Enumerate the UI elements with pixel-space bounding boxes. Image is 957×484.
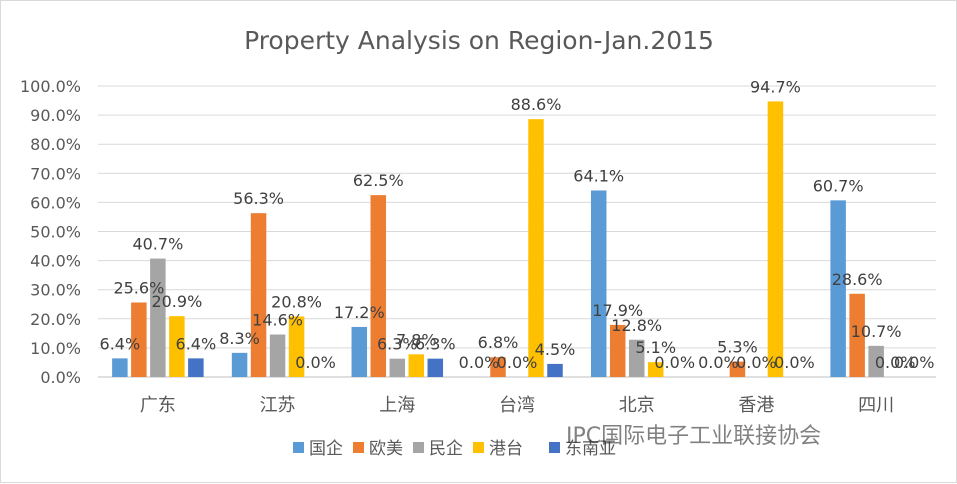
data-label: 40.7%: [132, 235, 183, 254]
bar: [547, 363, 563, 377]
legend-label: 东南亚: [565, 439, 616, 459]
data-label: 0.0%: [736, 353, 777, 372]
legend-swatch: [473, 442, 484, 453]
bar: [490, 357, 506, 377]
data-label: 17.9%: [592, 301, 643, 320]
gridlines: [98, 85, 936, 378]
x-tick-label: 台湾: [499, 395, 535, 416]
data-label: 0.0%: [774, 353, 815, 372]
data-label: 0.0%: [698, 353, 739, 372]
y-tick-label: 40.0%: [30, 252, 81, 271]
data-label: 25.6%: [113, 279, 164, 298]
bar: [647, 362, 664, 377]
x-axis-categories: 广东 江苏 上海 台湾 北京 香港 四川: [140, 395, 894, 416]
data-label: 0.0%: [497, 353, 538, 372]
y-tick-label: 10.0%: [30, 339, 81, 358]
legend-swatch: [353, 442, 364, 453]
y-axis-ticks: 0.0% 10.0% 20.0% 30.0% 40.0% 50.0% 60.0% 70.0% 8…: [20, 77, 81, 387]
y-tick-label: 20.0%: [30, 310, 81, 329]
bar: [131, 302, 147, 377]
data-label: 0.0%: [894, 353, 935, 372]
data-label: 94.7%: [750, 77, 801, 96]
bar: [609, 324, 626, 377]
bar: [849, 293, 865, 377]
data-label: 6.4%: [100, 334, 141, 353]
data-label: 6.8%: [478, 333, 519, 352]
data-label: 0.0%: [459, 353, 500, 372]
y-tick-label: 0.0%: [40, 368, 81, 387]
legend-label: 民企: [429, 439, 463, 459]
data-label: 7.8%: [396, 330, 437, 349]
watermark-text: IPC国际电子工业联接协会: [566, 424, 821, 449]
legend-swatch: [413, 442, 424, 453]
bar: [389, 358, 406, 377]
bar: [830, 200, 846, 377]
bar: [767, 101, 784, 377]
data-label: 56.3%: [233, 189, 284, 208]
legend-label: 港台: [489, 439, 523, 459]
data-label: 0.0%: [654, 353, 695, 372]
bar: [868, 345, 884, 377]
data-labels: 6.4%25.6%40.7%20.9%6.4% 8.3%56.3%14.6%20.…: [100, 77, 935, 372]
legend-swatch: [549, 442, 560, 453]
data-label: 20.9%: [151, 292, 202, 311]
bar: [351, 326, 368, 377]
data-label: 17.2%: [334, 303, 385, 322]
data-label: 5.1%: [635, 338, 676, 357]
data-label: 12.8%: [611, 316, 662, 335]
bar: [528, 119, 544, 377]
y-tick-label: 100.0%: [20, 77, 81, 96]
data-label: 4.5%: [535, 340, 576, 359]
bar: [590, 190, 607, 377]
x-tick-label: 北京: [619, 395, 655, 416]
bar: [427, 358, 444, 377]
bar: [169, 316, 185, 377]
data-label: 10.7%: [851, 322, 902, 341]
bar: [269, 334, 286, 377]
legend-swatch: [293, 442, 304, 453]
data-label: 60.7%: [813, 176, 864, 195]
bars: [112, 101, 884, 377]
bar: [112, 358, 128, 377]
y-tick-label: 60.0%: [30, 193, 81, 212]
data-label: 8.3%: [219, 329, 260, 348]
bar: [231, 352, 248, 377]
data-label: 14.6%: [252, 311, 303, 330]
legend-label: 国企: [309, 439, 343, 459]
x-tick-label: 江苏: [260, 395, 296, 416]
data-label: 20.8%: [271, 292, 322, 311]
y-tick-label: 30.0%: [30, 281, 81, 300]
data-label: 0.0%: [875, 353, 916, 372]
x-tick-label: 香港: [738, 395, 774, 416]
x-tick-label: 广东: [140, 395, 176, 416]
bar: [150, 258, 166, 377]
data-label: 88.6%: [511, 95, 562, 114]
data-label: 62.5%: [353, 171, 404, 190]
data-label: 0.0%: [295, 353, 336, 372]
bar: [250, 213, 267, 377]
data-label: 28.6%: [832, 270, 883, 289]
data-label: 5.3%: [717, 338, 758, 357]
chart-title: Property Analysis on Region-Jan.2015: [244, 26, 714, 55]
bar: [729, 361, 746, 377]
legend-label: 欧美: [369, 439, 403, 459]
data-label: 6.4%: [176, 334, 217, 353]
data-label: 6.3%: [377, 335, 418, 354]
y-tick-label: 80.0%: [30, 135, 81, 154]
y-tick-label: 70.0%: [30, 164, 81, 183]
x-tick-label: 上海: [379, 395, 415, 416]
bar: [188, 358, 204, 377]
data-label: 64.1%: [573, 166, 624, 185]
x-tick-label: 四川: [858, 395, 894, 416]
data-label: 6.3%: [415, 335, 456, 354]
bar: [628, 339, 645, 377]
y-tick-label: 50.0%: [30, 223, 81, 242]
bar: [370, 195, 387, 377]
legend: 国企 欧美 民企 港台 东南亚: [293, 439, 616, 459]
y-tick-label: 90.0%: [30, 106, 81, 125]
bar: [288, 316, 305, 377]
bar: [408, 354, 425, 377]
